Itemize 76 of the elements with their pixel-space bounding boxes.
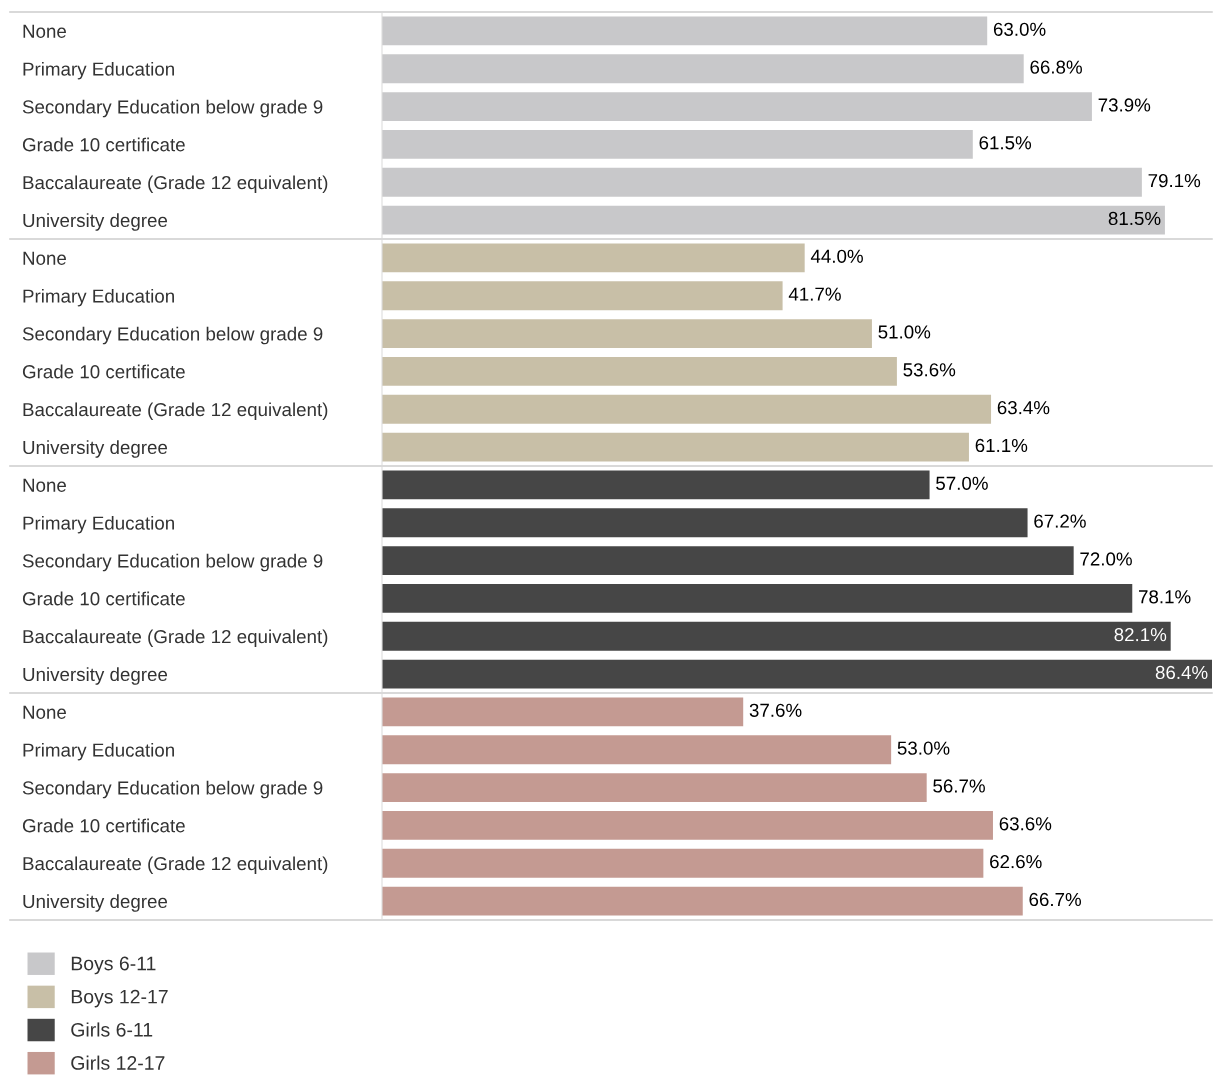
y-tick-label: Secondary Education below grade 9 [22, 553, 323, 572]
data-label: 62.6% [990, 855, 1042, 869]
y-tick-label: Primary Education [23, 61, 174, 80]
y-tick-label: Grade 10 certificate [22, 364, 185, 379]
bar [382, 394, 992, 424]
y-tick-label: Primary Education [23, 515, 174, 534]
bar [382, 621, 1171, 651]
y-tick-label: University degree [23, 440, 168, 458]
data-label: 56.7% [933, 779, 985, 793]
y-tick-label: Grade 10 certificate [22, 137, 185, 152]
y-tick-label: Secondary Education below grade 9 [22, 326, 323, 345]
y-tick-label: None [23, 251, 66, 265]
y-tick-label: Primary Education [23, 742, 174, 761]
legend-label: Girls 6-11 [71, 1022, 153, 1037]
data-label: 63.4% [997, 401, 1050, 415]
data-label: 66.8% [1030, 60, 1082, 74]
bar [382, 508, 1028, 538]
y-tick-label: University degree [23, 894, 168, 912]
bar [382, 432, 969, 462]
y-tick-label: None [23, 24, 66, 38]
data-label: 44.0% [810, 249, 863, 263]
bar [382, 281, 783, 311]
bar [382, 811, 993, 840]
data-label: 61.1% [975, 438, 1028, 453]
data-label: 63.6% [999, 817, 1052, 831]
data-label: 53.0% [897, 741, 950, 755]
legend-label: Girls 12-17 [71, 1055, 165, 1070]
bar [382, 357, 897, 386]
bar [382, 659, 1212, 689]
y-tick-label: Baccalaureate (Grade 12 equivalent) [23, 175, 328, 193]
bar [382, 167, 1142, 197]
data-label: 81.5% [1108, 211, 1161, 226]
bar [382, 319, 872, 348]
bar [382, 584, 1133, 613]
bar [382, 773, 927, 802]
bar [382, 546, 1074, 575]
y-tick-label: Baccalaureate (Grade 12 equivalent) [23, 629, 328, 647]
data-label: 61.5% [979, 136, 1032, 150]
data-label: 67.2% [1034, 514, 1086, 528]
bar [382, 92, 1092, 121]
bar [382, 16, 988, 46]
bar [382, 848, 984, 878]
legend-label: Boys 6-11 [71, 956, 156, 975]
data-label: 53.6% [903, 363, 956, 377]
y-tick-label: University degree [23, 213, 168, 231]
data-label: 72.0% [1080, 552, 1132, 566]
y-tick-label: None [23, 478, 66, 492]
bar [382, 735, 892, 765]
legend-label: Boys 12-17 [71, 989, 168, 1008]
y-tick-label: None [23, 705, 66, 719]
data-label: 37.6% [749, 703, 802, 717]
data-label: 57.0% [936, 476, 988, 490]
data-label: 78.1% [1138, 590, 1191, 604]
y-tick-label: Grade 10 certificate [22, 591, 185, 606]
data-label: 51.0% [878, 325, 931, 339]
data-label: 73.9% [1098, 98, 1151, 112]
bar [382, 205, 1165, 235]
y-tick-label: University degree [23, 667, 168, 685]
bar [382, 470, 930, 500]
y-tick-label: Grade 10 certificate [22, 818, 185, 833]
data-label: 82.1% [1114, 628, 1167, 642]
y-tick-label: Baccalaureate (Grade 12 equivalent) [23, 856, 328, 874]
data-label: 66.7% [1029, 892, 1082, 907]
bar [382, 886, 1023, 916]
data-label: 86.4% [1155, 665, 1208, 680]
data-label: 79.1% [1148, 174, 1201, 188]
bar [382, 130, 973, 159]
y-tick-label: Primary Education [23, 288, 174, 307]
data-label: 63.0% [993, 22, 1046, 36]
y-tick-label: Baccalaureate (Grade 12 equivalent) [23, 402, 328, 420]
y-tick-label: Secondary Education below grade 9 [22, 99, 323, 118]
data-label: 41.7% [788, 287, 841, 301]
y-tick-label: Secondary Education below grade 9 [22, 780, 323, 799]
bar [382, 697, 744, 727]
bar [382, 54, 1024, 84]
bar [382, 243, 805, 273]
